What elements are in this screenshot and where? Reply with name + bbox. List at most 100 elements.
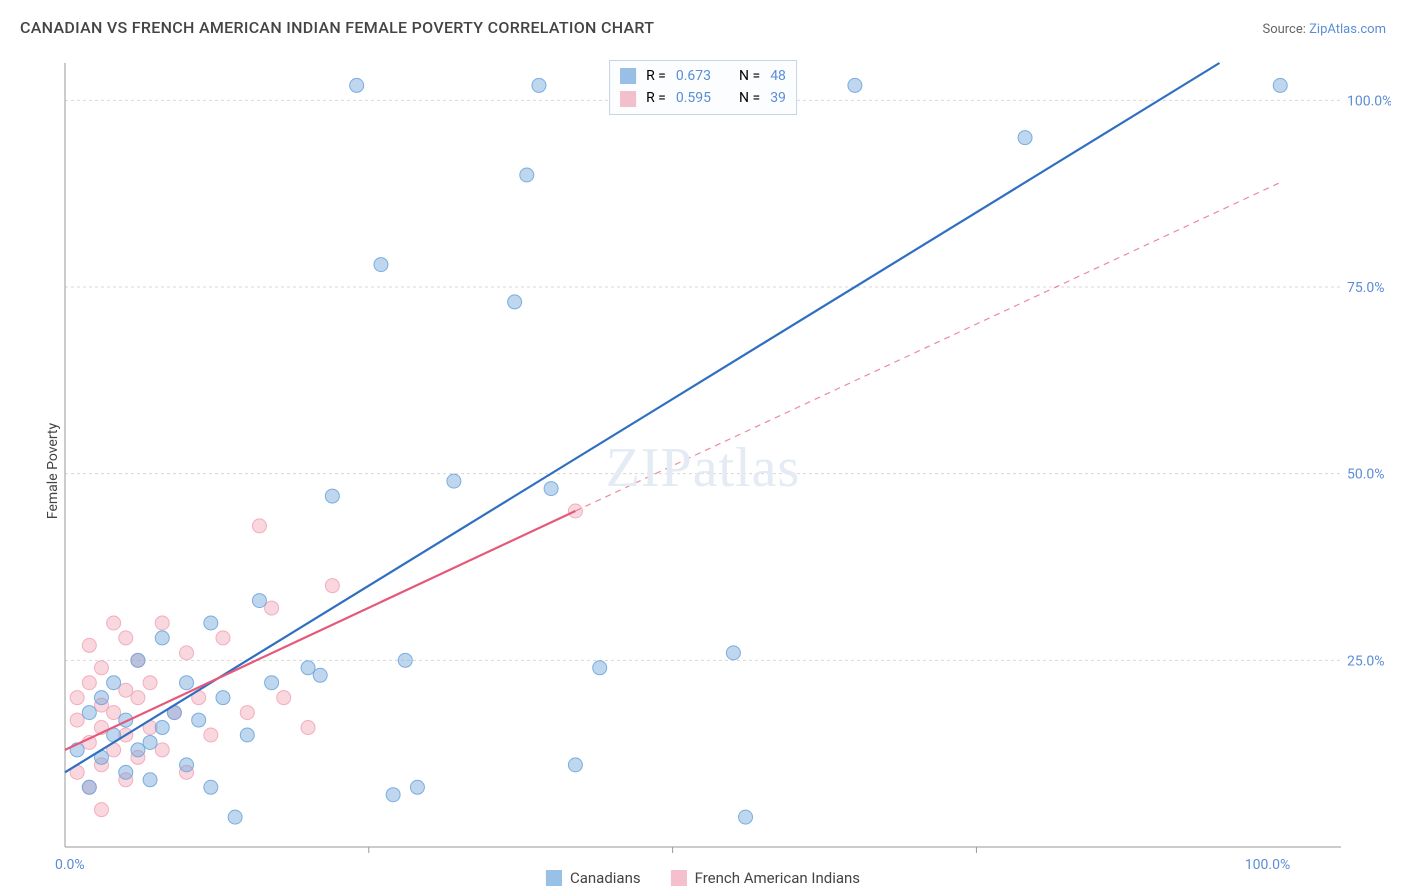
scatter-point (265, 601, 279, 615)
scatter-point (143, 676, 157, 690)
svg-text:100.0%: 100.0% (1347, 93, 1391, 109)
svg-text:75.0%: 75.0% (1347, 280, 1385, 296)
scatter-point (82, 638, 96, 652)
svg-text:50.0%: 50.0% (1347, 467, 1385, 483)
r-value: 0.673 (676, 65, 711, 87)
scatter-point (520, 168, 534, 182)
scatter-point (374, 258, 388, 272)
scatter-point (277, 691, 291, 705)
source-prefix: Source: (1262, 22, 1309, 37)
scatter-point (107, 616, 121, 630)
scatter-point (1018, 131, 1032, 145)
scatter-point (216, 691, 230, 705)
scatter-point (350, 78, 364, 92)
scatter-point (301, 721, 315, 735)
n-label: N = (739, 87, 760, 109)
scatter-point (1273, 78, 1287, 92)
legend-swatch (671, 870, 687, 886)
regression-line (65, 511, 575, 750)
scatter-point (204, 728, 218, 742)
source-link[interactable]: ZipAtlas.com (1309, 22, 1386, 37)
scatter-point (544, 482, 558, 496)
regression-line (65, 63, 1219, 772)
r-label: R = (646, 87, 666, 109)
svg-text:25.0%: 25.0% (1347, 653, 1385, 669)
scatter-point (204, 780, 218, 794)
scatter-point (216, 631, 230, 645)
n-value: 48 (770, 65, 786, 87)
scatter-point (252, 519, 266, 533)
scatter-point (325, 579, 339, 593)
scatter-point (119, 765, 133, 779)
legend-swatch (546, 870, 562, 886)
n-label: N = (739, 65, 760, 87)
scatter-point (131, 743, 145, 757)
r-label: R = (646, 65, 666, 87)
scatter-point (228, 810, 242, 824)
scatter-point (180, 646, 194, 660)
scatter-point (94, 803, 108, 817)
series-swatch (620, 91, 636, 107)
stats-row: R = 0.673 N = 48 (620, 65, 786, 87)
scatter-point (70, 691, 84, 705)
scatter-point (82, 676, 96, 690)
scatter-point (155, 721, 169, 735)
r-value: 0.595 (676, 87, 711, 109)
scatter-point (313, 668, 327, 682)
legend-label: Canadians (570, 869, 641, 887)
scatter-point (204, 616, 218, 630)
scatter-point (568, 758, 582, 772)
regression-extrapolation (575, 182, 1280, 511)
scatter-point (386, 788, 400, 802)
scatter-point (131, 691, 145, 705)
scatter-point (180, 676, 194, 690)
scatter-point (301, 661, 315, 675)
scatter-point (398, 653, 412, 667)
scatter-point (739, 810, 753, 824)
scatter-point (265, 676, 279, 690)
legend-label: French American Indians (695, 869, 860, 887)
scatter-point (82, 780, 96, 794)
chart-area: Female Poverty ZIPatlas 0.0%100.0%25.0%5… (15, 55, 1391, 887)
series-swatch (620, 68, 636, 84)
n-value: 39 (770, 87, 786, 109)
scatter-point (252, 594, 266, 608)
scatter-point (508, 295, 522, 309)
svg-text:100.0%: 100.0% (1245, 857, 1290, 873)
scatter-point (325, 489, 339, 503)
scatter-point (593, 661, 607, 675)
scatter-point (94, 661, 108, 675)
scatter-point (119, 683, 133, 697)
scatter-point (726, 646, 740, 660)
scatter-point (107, 706, 121, 720)
scatter-point (155, 743, 169, 757)
scatter-point (70, 713, 84, 727)
scatter-point (180, 758, 194, 772)
scatter-point (131, 653, 145, 667)
scatter-point (155, 631, 169, 645)
scatter-point (848, 78, 862, 92)
y-axis-label: Female Poverty (45, 423, 61, 519)
chart-title: CANADIAN VS FRENCH AMERICAN INDIAN FEMAL… (20, 18, 654, 37)
scatter-point (155, 616, 169, 630)
stats-legend-box: R = 0.673 N = 48 R = 0.595 N = 39 (609, 60, 797, 115)
scatter-point (532, 78, 546, 92)
svg-text:0.0%: 0.0% (55, 857, 85, 873)
scatter-point (94, 691, 108, 705)
scatter-point (447, 474, 461, 488)
scatter-point (82, 706, 96, 720)
bottom-legend: Canadians French American Indians (546, 869, 860, 887)
scatter-point (192, 713, 206, 727)
stats-row: R = 0.595 N = 39 (620, 87, 786, 109)
legend-item: French American Indians (671, 869, 860, 887)
scatter-point (410, 780, 424, 794)
scatter-point (107, 676, 121, 690)
scatter-point (143, 773, 157, 787)
scatter-point (119, 631, 133, 645)
scatter-point (240, 706, 254, 720)
scatter-point (143, 735, 157, 749)
source-label: Source: ZipAtlas.com (1262, 22, 1386, 37)
scatter-plot-svg: 0.0% 100.0% 25.0% 50.0% 75.0% 100.0% (15, 55, 1391, 887)
scatter-point (240, 728, 254, 742)
legend-item: Canadians (546, 869, 641, 887)
